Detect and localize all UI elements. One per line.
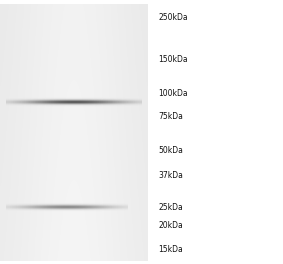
Text: 150kDa: 150kDa — [158, 55, 188, 64]
Text: 250kDa: 250kDa — [158, 13, 188, 22]
Text: 50kDa: 50kDa — [158, 146, 183, 155]
Text: 25kDa: 25kDa — [158, 203, 183, 212]
Text: 37kDa: 37kDa — [158, 171, 183, 180]
Text: 100kDa: 100kDa — [158, 89, 188, 98]
Text: 15kDa: 15kDa — [158, 245, 183, 254]
Text: 20kDa: 20kDa — [158, 221, 183, 230]
Text: 75kDa: 75kDa — [158, 112, 183, 121]
